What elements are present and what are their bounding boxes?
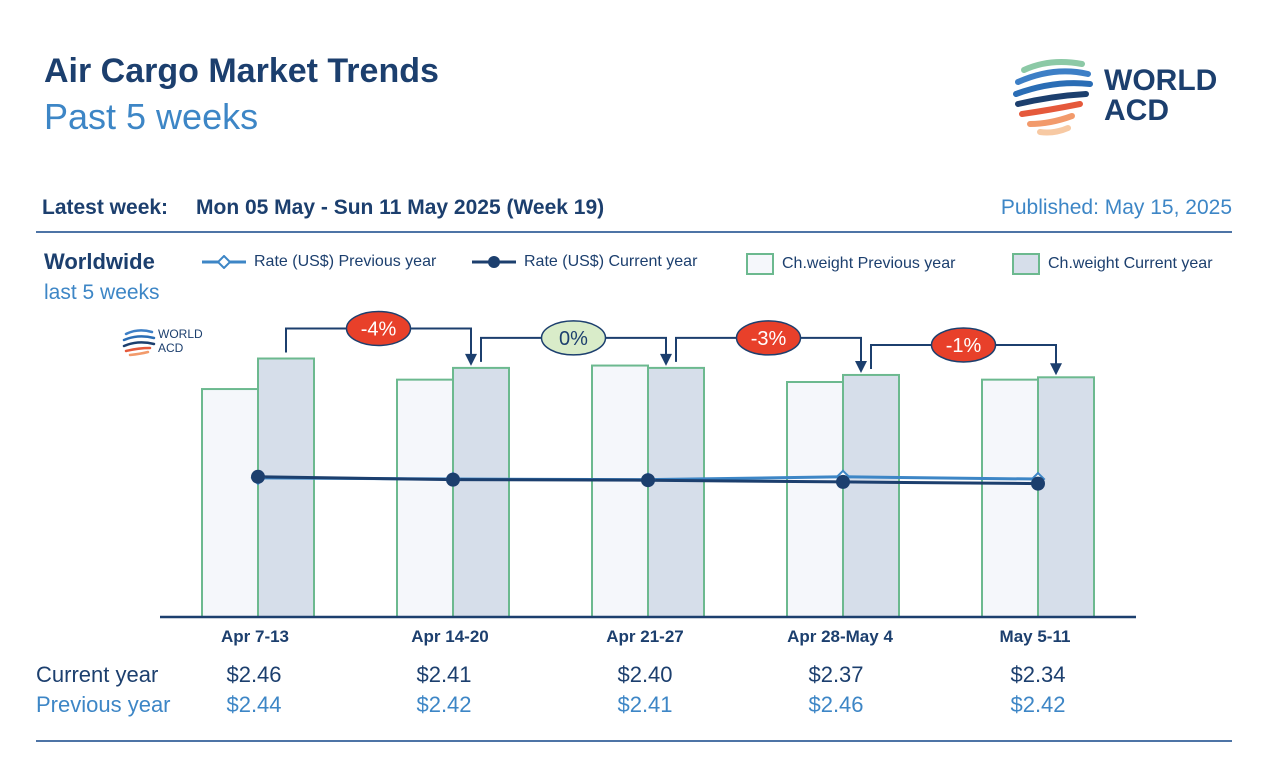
bar-chweight-previous	[591, 364, 649, 618]
point-rate-current	[446, 472, 460, 487]
change-badge-label: -1%	[946, 335, 982, 357]
change-badge-label: 0%	[559, 328, 588, 350]
legend-chweight-current-label: Ch.weight Current year	[1048, 255, 1213, 272]
page-subtitle: Past 5 weeks	[44, 96, 259, 137]
legend-chweight-current-swatch	[1012, 253, 1040, 275]
x-tick-label: Apr 7-13	[221, 627, 289, 646]
legend-rate-current-marker	[472, 256, 516, 268]
rate-current-value: $2.37	[808, 662, 864, 687]
period-label: last 5 weeks	[44, 281, 160, 304]
legend-chweight-previous: Ch.weight Previous year	[746, 253, 955, 275]
change-badge-label: -3%	[751, 328, 787, 350]
change-badge	[930, 327, 997, 363]
divider-top	[36, 231, 1232, 233]
watermark-text-line1: WORLD	[158, 327, 203, 341]
legend-rate-current: Rate (US$) Current year	[472, 253, 697, 271]
legend-rate-previous-marker	[202, 255, 246, 269]
change-arrowhead	[465, 353, 477, 366]
bar-chweight-previous	[201, 388, 259, 618]
logo-text-line2: ACD	[1104, 94, 1169, 127]
x-tick-label: Apr 14-20	[411, 627, 488, 646]
watermark-text-line2: ACD	[158, 341, 184, 355]
x-tick-label: Apr 28-May 4	[787, 627, 893, 646]
rate-previous-value: $2.42	[416, 692, 472, 717]
point-rate-current	[836, 474, 850, 489]
bar-chweight-previous	[786, 381, 844, 618]
published-date: Published: May 15, 2025	[1000, 196, 1232, 219]
x-tick-label: May 5-11	[1000, 627, 1071, 646]
change-badge	[540, 320, 607, 356]
current-year-row-label: Current year	[36, 662, 159, 687]
point-rate-current	[1031, 476, 1045, 491]
bar-chweight-current	[842, 373, 900, 618]
bar-chweight-previous	[396, 378, 454, 619]
bar-chweight-current	[257, 357, 315, 618]
rate-current-value: $2.34	[1010, 662, 1066, 687]
change-arrowhead	[855, 360, 867, 373]
rate-current-value: $2.41	[416, 662, 472, 687]
rate-current-value: $2.46	[226, 662, 282, 687]
region-label: Worldwide	[44, 249, 155, 274]
point-rate-current	[251, 469, 265, 484]
latest-week-label: Latest week:	[42, 196, 169, 219]
change-badge	[345, 310, 412, 347]
legend-rate-previous-label: Rate (US$) Previous year	[254, 253, 437, 270]
x-tick-label: Apr 21-27	[606, 627, 683, 646]
bar-chweight-current	[1037, 376, 1095, 618]
change-badge	[735, 320, 802, 356]
rate-previous-value: $2.42	[1010, 692, 1066, 717]
bar-chweight-current	[647, 366, 705, 619]
rate-previous-value: $2.41	[617, 692, 673, 717]
chart-area: WORLD ACD Apr 7-13 Apr 14-20 Apr 21-27 Apr …	[122, 310, 1136, 646]
legend-chweight-previous-label: Ch.weight Previous year	[782, 255, 956, 272]
chart-watermark-logo: WORLD ACD	[122, 327, 203, 357]
legend-rate-current-label: Rate (US$) Current year	[524, 253, 698, 270]
point-rate-current	[641, 473, 655, 488]
latest-week-value: Mon 05 May - Sun 11 May 2025 (Week 19)	[196, 196, 605, 219]
world-acd-logo: WORLD ACD	[1013, 59, 1217, 136]
rate-previous-value: $2.46	[808, 692, 864, 717]
legend-chweight-current: Ch.weight Current year	[1012, 253, 1213, 275]
rate-current-value: $2.40	[617, 662, 673, 687]
change-arrowhead	[660, 353, 672, 366]
change-badge-label: -4%	[361, 319, 397, 341]
logo-text-line1: WORLD	[1104, 64, 1217, 97]
bar-chweight-previous	[981, 378, 1039, 619]
legend-rate-previous: Rate (US$) Previous year	[202, 253, 436, 271]
bar-chweight-current	[452, 366, 510, 619]
page-title: Air Cargo Market Trends	[44, 52, 439, 90]
previous-year-row-label: Previous year	[36, 692, 171, 717]
change-arrowhead	[1050, 363, 1062, 376]
legend-chweight-previous-swatch	[746, 253, 774, 275]
divider-bottom	[36, 740, 1232, 742]
rate-previous-value: $2.44	[226, 692, 282, 717]
